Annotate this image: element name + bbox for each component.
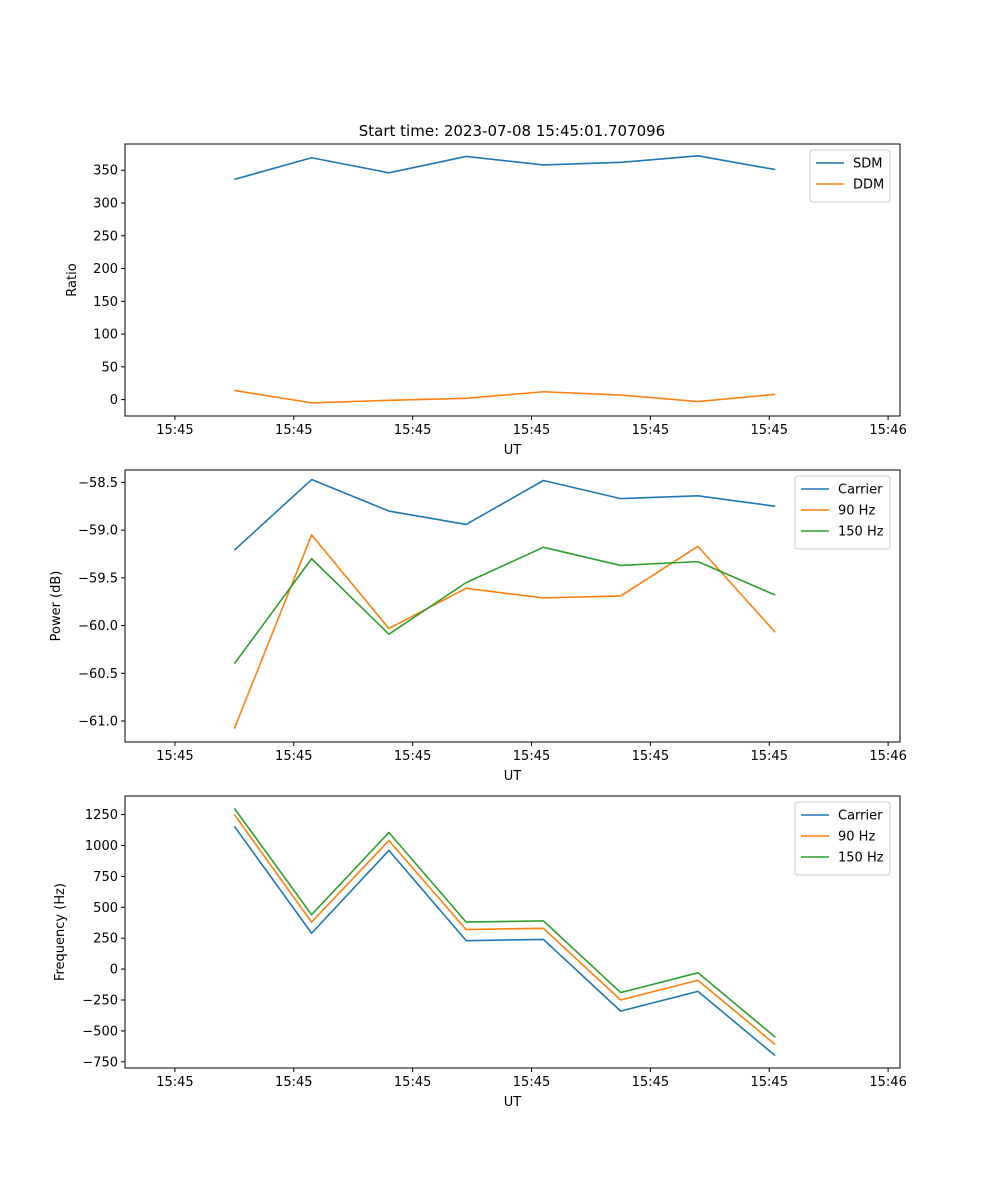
axes-frame (124, 143, 901, 417)
series-line-sdm (234, 155, 776, 181)
x-tick-label: 15:45 (513, 423, 550, 438)
y-axis-label: Ratio (65, 263, 80, 296)
y-tick-label: 50 (101, 360, 118, 375)
x-tick-label: 15:45 (751, 749, 788, 764)
subplots: 15:45 15:45 15:45 15:45 15:45 15:45 15:46 0 50 10… (49, 143, 907, 1110)
y-tick-label: −500 (82, 1024, 118, 1039)
legend-entry-label: 90 Hz (838, 830, 875, 845)
x-tick-label: 15:45 (394, 1075, 431, 1090)
x-tick-label: 15:45 (275, 1075, 312, 1090)
y-tick-label: 250 (93, 932, 118, 947)
y-tick-label: −60.5 (78, 667, 118, 682)
y-tick-label: 0 (110, 963, 118, 978)
figure-title: Start time: 2023-07-08 15:45:01.707096 (359, 122, 665, 140)
series-line-ddm (234, 389, 776, 404)
x-tick-label: 15:45 (156, 749, 193, 764)
y-tick-label: −59.0 (78, 524, 118, 539)
legend-entry-label: Carrier (838, 483, 883, 498)
subplot-2: 15:45 15:45 15:45 15:45 15:45 15:45 15:46 −61.0… (49, 469, 907, 784)
x-tick-label: 15:46 (869, 1075, 906, 1090)
x-tick-label: 15:46 (869, 423, 906, 438)
y-tick-label: −61.0 (78, 715, 118, 730)
x-tick-label: 15:45 (513, 749, 550, 764)
x-tick-label: 15:45 (751, 423, 788, 438)
series-line-carrier (233, 825, 776, 1057)
x-tick-label: 15:45 (632, 423, 669, 438)
x-tick-label: 15:45 (394, 749, 431, 764)
series-line-90-hz (233, 534, 776, 729)
subplot-3: 15:45 15:45 15:45 15:45 15:45 15:45 15:46 −750 −… (53, 795, 907, 1110)
x-axis-label: UT (504, 769, 522, 784)
subplot-1: 15:45 15:45 15:45 15:45 15:45 15:45 15:46 0 50 10… (65, 143, 907, 458)
x-tick-label: 15:45 (156, 1075, 193, 1090)
series-line-150-hz (233, 546, 776, 665)
y-tick-label: 100 (93, 328, 118, 343)
y-tick-label: −60.0 (78, 619, 118, 634)
y-tick-label: 200 (93, 262, 118, 277)
x-tick-label: 15:45 (275, 423, 312, 438)
series-line-150-hz (233, 807, 776, 1038)
x-axis-label: UT (504, 443, 522, 458)
legend-entry-label: Carrier (838, 809, 883, 824)
y-tick-label: 1000 (85, 839, 118, 854)
y-tick-label: 300 (93, 196, 118, 211)
y-axis-label: Power (dB) (49, 571, 64, 642)
x-tick-label: 15:45 (156, 423, 193, 438)
series-line-carrier (233, 478, 776, 551)
x-tick-label: 15:45 (751, 1075, 788, 1090)
legend-entry-label: 150 Hz (838, 851, 884, 866)
x-tick-label: 15:46 (869, 749, 906, 764)
series-line-90-hz (233, 814, 776, 1046)
x-tick-label: 15:45 (632, 749, 669, 764)
axes-frame (124, 795, 901, 1069)
legend: SDM DDM (809, 149, 891, 203)
y-tick-label: 0 (110, 393, 118, 408)
x-tick-label: 15:45 (275, 749, 312, 764)
x-tick-label: 15:45 (394, 423, 431, 438)
x-tick-label: 15:45 (513, 1075, 550, 1090)
x-axis-label: UT (504, 1095, 522, 1110)
x-tick-label: 15:45 (632, 1075, 669, 1090)
legend-entry-label: 90 Hz (838, 504, 875, 519)
legend-entry-label: DDM (853, 178, 884, 193)
y-axis-label: Frequency (Hz) (53, 883, 68, 981)
y-tick-label: 1250 (85, 808, 118, 823)
y-tick-label: 250 (93, 229, 118, 244)
y-tick-label: −58.5 (78, 476, 118, 491)
y-tick-label: 350 (93, 164, 118, 179)
y-tick-label: 500 (93, 901, 118, 916)
legend-entry-label: 150 Hz (838, 525, 884, 540)
y-tick-label: 750 (93, 870, 118, 885)
axes-frame (124, 469, 901, 743)
y-tick-label: −750 (82, 1055, 118, 1070)
legend-entry-label: SDM (853, 157, 882, 172)
legend: Carrier 90 Hz 150 Hz (794, 475, 891, 550)
y-tick-label: −250 (82, 994, 118, 1009)
y-tick-label: −59.5 (78, 571, 118, 586)
legend: Carrier 90 Hz 150 Hz (794, 801, 891, 876)
y-tick-label: 150 (93, 295, 118, 310)
